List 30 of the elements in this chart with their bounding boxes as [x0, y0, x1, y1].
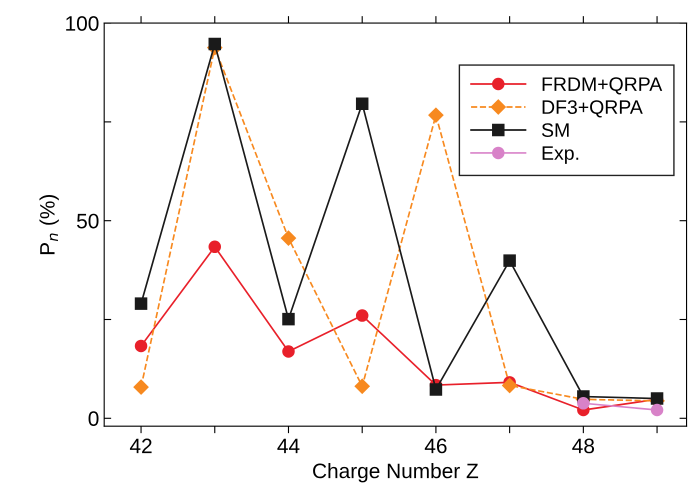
point: [650, 404, 664, 416]
point: [356, 97, 368, 110]
legend-label: Exp.: [542, 146, 578, 164]
point: [430, 383, 442, 396]
y-tick-label: 100: [66, 16, 99, 31]
point: [280, 230, 296, 246]
point: [208, 38, 222, 50]
point: [282, 345, 295, 358]
point: [282, 312, 295, 326]
x-axis-title: Charge Number Z: [313, 462, 478, 482]
legend-label: SM: [542, 123, 569, 137]
x-tick-label: 48: [572, 438, 594, 454]
point: [134, 340, 148, 352]
point: [133, 380, 149, 395]
point: [503, 254, 516, 267]
x-tick-label: 42: [130, 438, 152, 454]
point: [356, 309, 368, 322]
point: [428, 108, 444, 123]
point: [208, 240, 222, 254]
x-tick-label: 46: [424, 438, 447, 454]
legend-label: DF3+QRPA: [542, 100, 643, 118]
legend-label: FRDM+QRPA: [542, 77, 662, 94]
y-axis-title: P$_{n}$ (%): [39, 194, 59, 254]
point: [354, 378, 370, 394]
point: [134, 297, 148, 310]
point: [577, 397, 590, 410]
y-tick-label: 50: [76, 214, 99, 228]
point: [502, 378, 518, 394]
x-tick-label: 44: [277, 438, 300, 454]
y-tick-label: 0: [88, 411, 99, 426]
